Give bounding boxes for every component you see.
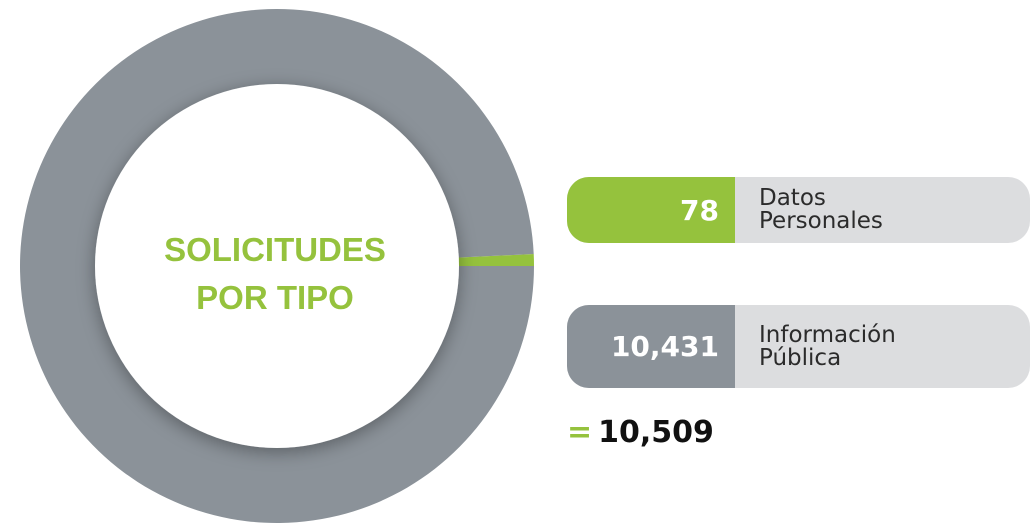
total-sign: = [567,415,593,450]
legend-row: 10,431 Información Pública [567,305,1030,388]
legend-value: 10,431 [567,305,735,388]
total-value: 10,509 [598,415,714,450]
legend-value: 78 [567,177,735,243]
total: = 10,509 [567,415,714,450]
legend-label: Datos Personales [759,185,883,234]
legend-label: Información Pública [759,321,896,371]
donut-hole [95,84,459,448]
donut-slice [451,254,534,266]
legend-row: 78 Datos Personales [567,177,1030,243]
chart-title: SOLICITUDES POR TIPO [164,231,386,316]
